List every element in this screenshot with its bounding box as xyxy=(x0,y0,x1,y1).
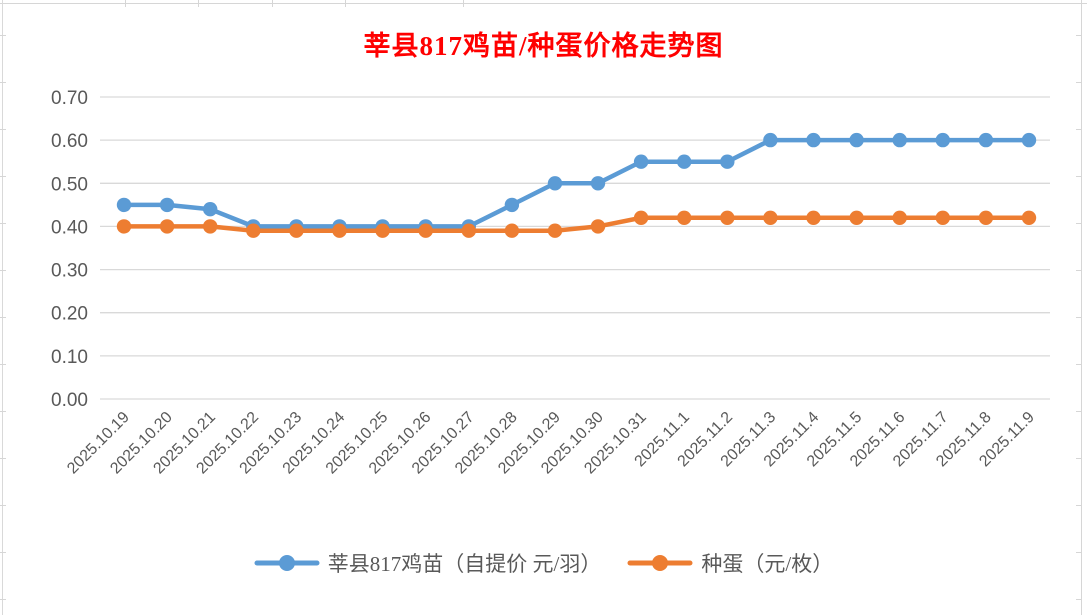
y-tick-label: 0.30 xyxy=(51,261,88,282)
data-point xyxy=(159,197,175,213)
spreadsheet-row-tick xyxy=(1076,411,1082,412)
spreadsheet-top-gridline xyxy=(0,3,1087,4)
data-point xyxy=(720,210,735,225)
spreadsheet-row-tick xyxy=(1076,364,1082,365)
spreadsheet-row-tick xyxy=(1076,458,1082,459)
y-tick-label: 0.70 xyxy=(51,88,88,109)
spreadsheet-column-tick xyxy=(345,0,346,7)
y-tick-label: 0.20 xyxy=(51,304,88,325)
spreadsheet-row-tick xyxy=(0,176,6,177)
spreadsheet-row-tick xyxy=(1076,176,1082,177)
spreadsheet-right-gridline xyxy=(1081,0,1082,615)
data-point xyxy=(504,223,520,238)
data-point xyxy=(116,197,132,213)
y-tick-label: 0.10 xyxy=(51,347,88,368)
data-point xyxy=(547,176,563,191)
data-point xyxy=(978,210,994,225)
spreadsheet-column-tick xyxy=(272,0,273,7)
data-point xyxy=(935,132,950,148)
spreadsheet-row-tick xyxy=(0,599,6,600)
legend-item-chick-price[interactable]: 莘县817鸡苗（自提价 元/羽） xyxy=(254,548,602,578)
spreadsheet-column-tick xyxy=(125,0,126,7)
data-point xyxy=(246,223,261,238)
data-point xyxy=(806,210,821,225)
chart-legend: 莘县817鸡苗（自提价 元/羽） 种蛋（元/枚） xyxy=(0,548,1087,578)
data-point xyxy=(375,223,390,238)
spreadsheet-row-tick xyxy=(0,552,6,553)
data-point xyxy=(849,132,864,148)
data-point xyxy=(590,176,606,191)
spreadsheet-row-tick xyxy=(0,411,6,412)
spreadsheet-left-gridline xyxy=(2,0,3,615)
spreadsheet-row-tick xyxy=(0,458,6,459)
data-point xyxy=(633,210,649,225)
spreadsheet-row-tick xyxy=(0,270,6,271)
data-point xyxy=(677,210,692,225)
data-point xyxy=(203,219,218,234)
data-point xyxy=(892,132,907,148)
legend-item-egg-price[interactable]: 种蛋（元/枚） xyxy=(627,548,833,578)
y-tick-label: 0.40 xyxy=(51,217,88,238)
y-tick-label: 0.50 xyxy=(51,174,88,195)
data-point xyxy=(892,210,907,225)
spreadsheet-row-tick xyxy=(1076,129,1082,130)
data-point xyxy=(1021,132,1037,148)
data-point xyxy=(720,154,735,169)
data-point xyxy=(978,132,994,148)
spreadsheet-row-tick xyxy=(0,82,6,83)
spreadsheet-row-tick xyxy=(1076,317,1082,318)
y-tick-label: 0.60 xyxy=(51,131,88,152)
data-point xyxy=(116,219,132,234)
spreadsheet-row-tick xyxy=(1076,599,1082,600)
spreadsheet-row-tick xyxy=(1076,35,1082,36)
legend-label-chick-price: 莘县817鸡苗（自提价 元/羽） xyxy=(327,552,602,576)
chart-title: 莘县817鸡苗/种蛋价格走势图 xyxy=(363,31,724,61)
spreadsheet-row-tick xyxy=(1076,223,1082,224)
line-marker-icon xyxy=(627,555,693,571)
data-point xyxy=(935,210,950,225)
legend-label-egg-price: 种蛋（元/枚） xyxy=(701,552,834,576)
data-point xyxy=(461,223,476,238)
series-line-1 xyxy=(121,215,1032,233)
data-point xyxy=(849,210,864,225)
spreadsheet-row-tick xyxy=(0,223,6,224)
data-point xyxy=(418,223,433,238)
spreadsheet-row-tick xyxy=(0,364,6,365)
spreadsheet-row-tick xyxy=(1076,82,1082,83)
data-point xyxy=(1021,210,1037,225)
data-point xyxy=(547,223,563,238)
data-point xyxy=(763,210,778,225)
data-point xyxy=(504,197,520,213)
spreadsheet-row-tick xyxy=(1076,270,1082,271)
series-line-0 xyxy=(121,137,1032,229)
y-tick-label: 0.00 xyxy=(51,390,88,411)
spreadsheet-row-tick xyxy=(0,129,6,130)
spreadsheet-column-tick xyxy=(463,0,464,7)
data-point xyxy=(332,223,347,238)
spreadsheet-row-tick xyxy=(1076,552,1082,553)
spreadsheet-row-tick xyxy=(0,35,6,36)
data-point xyxy=(159,219,175,234)
data-point xyxy=(289,223,304,238)
spreadsheet-row-tick xyxy=(1076,505,1082,506)
spreadsheet-column-tick xyxy=(198,0,199,7)
data-point xyxy=(677,154,692,169)
spreadsheet-row-tick xyxy=(0,317,6,318)
data-point xyxy=(633,154,649,169)
data-point xyxy=(203,202,218,217)
data-point xyxy=(590,219,606,234)
data-point xyxy=(763,132,778,148)
line-marker-icon xyxy=(254,555,320,571)
data-point xyxy=(806,132,821,148)
spreadsheet-row-tick xyxy=(0,505,6,506)
